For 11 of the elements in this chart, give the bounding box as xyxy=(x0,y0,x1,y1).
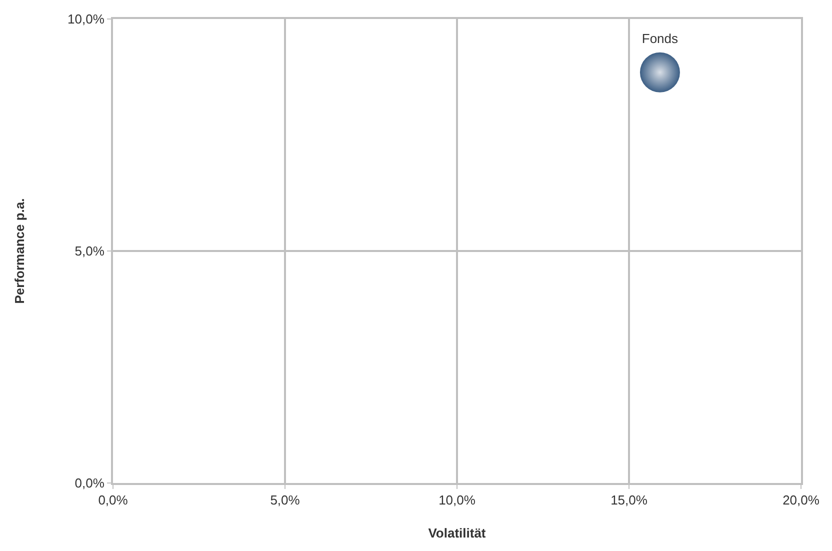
x-tick-label: 5,0% xyxy=(270,492,300,508)
x-tick-label: 15,0% xyxy=(610,492,648,508)
x-axis-title: Volatilität xyxy=(428,526,486,541)
x-tick-label: 20,0% xyxy=(782,492,820,508)
series-label: Fonds xyxy=(642,31,679,46)
x-tick-label: 0,0% xyxy=(98,492,128,508)
y-axis-title: Performance p.a. xyxy=(12,198,27,304)
x-tick-label: 10,0% xyxy=(438,492,476,508)
y-tick-label: 5,0% xyxy=(74,244,105,259)
y-tick-label: 10,0% xyxy=(68,12,105,27)
y-tick-label: 0,0% xyxy=(74,476,105,491)
